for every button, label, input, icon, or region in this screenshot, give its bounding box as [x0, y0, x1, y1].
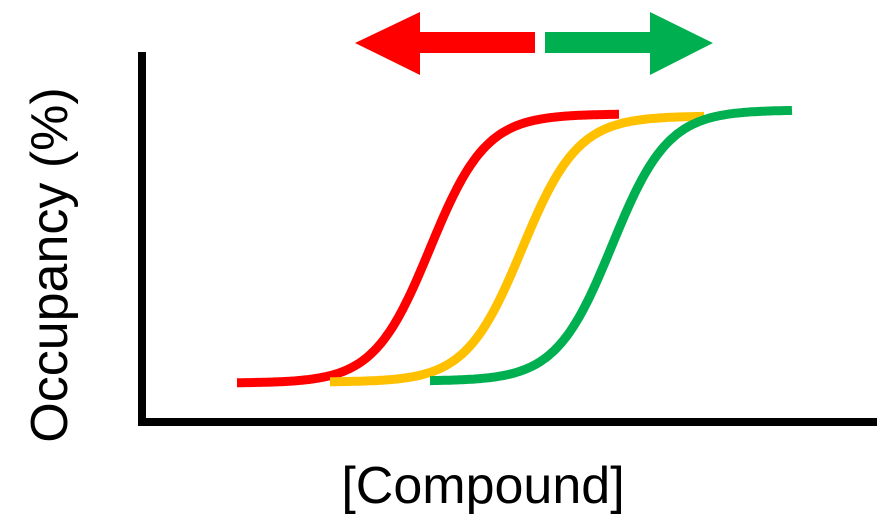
left-shift-arrow — [355, 12, 535, 75]
dose-response-curve-right-shifted — [430, 105, 793, 386]
right-shift-arrow — [545, 12, 713, 75]
dose-response-curve-reference — [330, 111, 704, 387]
y-axis-label: Occupancy (%) — [21, 87, 79, 443]
x-axis-label: [Compound] — [341, 457, 625, 515]
dose-response-curve-left-shifted — [237, 109, 619, 388]
